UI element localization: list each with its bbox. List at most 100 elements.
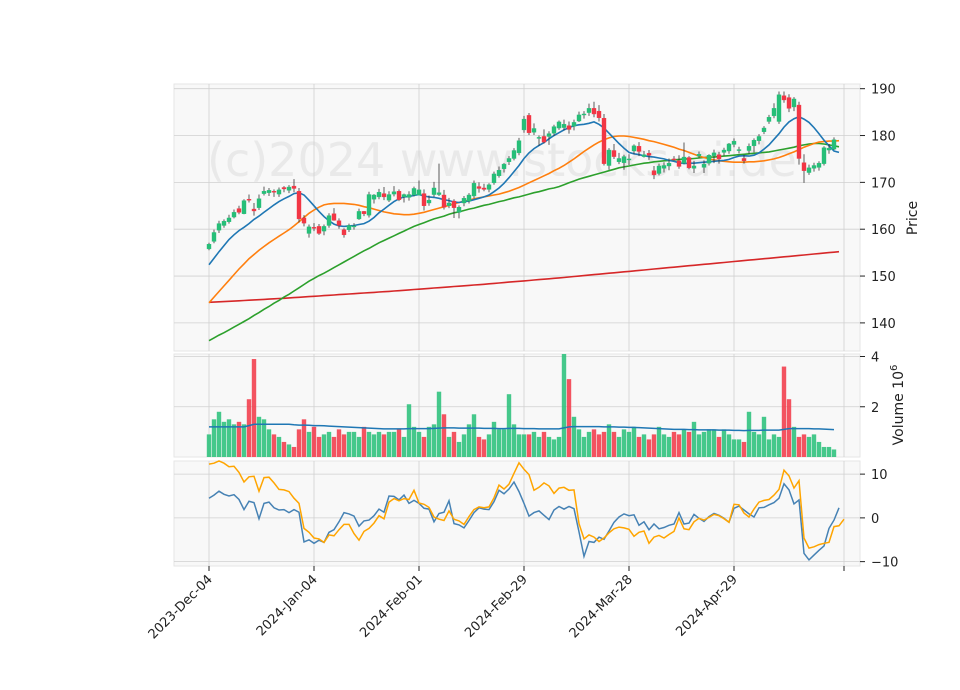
watermark: (c)2024 www.stocks.ai.de xyxy=(207,133,797,187)
candle-down xyxy=(796,104,802,159)
volume-bar xyxy=(406,404,412,457)
volume-bar xyxy=(726,434,732,457)
price-axis-label: Price xyxy=(905,201,921,235)
candle-down xyxy=(781,95,787,101)
candle-up xyxy=(471,183,477,197)
candle-up xyxy=(616,158,622,162)
candle-up xyxy=(821,147,827,164)
volume-bar xyxy=(736,439,742,457)
candle-up xyxy=(521,118,527,131)
candle-up xyxy=(376,192,382,198)
macd-y-ticks: −10 0 10 xyxy=(860,468,898,571)
candle-up xyxy=(436,192,442,195)
y-tick-label: 160 xyxy=(871,223,896,238)
macd-lines xyxy=(208,460,845,562)
candle-up xyxy=(356,211,362,220)
candle-up xyxy=(691,165,697,169)
sma-fast-line xyxy=(208,115,840,266)
candle-up xyxy=(831,139,837,150)
signal-line xyxy=(208,460,845,549)
candle-up xyxy=(221,221,227,226)
macd-line xyxy=(208,480,840,562)
volume-bar xyxy=(606,424,612,457)
candle-up xyxy=(431,187,437,195)
candle-up xyxy=(231,212,237,218)
volume-bar xyxy=(516,434,522,457)
candle-up xyxy=(766,117,772,122)
volume-bar xyxy=(351,431,357,457)
volume-bar xyxy=(696,434,702,457)
y-tick-label: 10 xyxy=(871,468,888,483)
candle-up xyxy=(506,158,512,162)
volume-bar xyxy=(801,434,807,457)
volume-bar xyxy=(741,441,747,457)
volume-bar xyxy=(236,421,242,457)
candle-down xyxy=(251,208,257,212)
volume-bar xyxy=(276,436,282,457)
candle-up xyxy=(746,146,752,151)
volume-bar xyxy=(566,379,572,457)
candle-up xyxy=(351,225,357,228)
volume-bar xyxy=(231,424,237,457)
volume-bar xyxy=(301,419,307,457)
candle-up xyxy=(556,121,562,129)
volume-bar xyxy=(766,439,772,457)
volume-bar xyxy=(466,424,472,457)
volume-grid xyxy=(174,354,860,457)
volume-bar xyxy=(291,446,297,457)
volume-bar xyxy=(776,436,782,457)
candle-up xyxy=(496,169,502,177)
candle-down xyxy=(281,187,287,190)
volume-bar xyxy=(371,434,377,457)
volume-bar xyxy=(671,431,677,457)
price-panel: (c)2024 www.stocks.ai.de 140 150 160 170 180… xyxy=(173,83,921,352)
volume-bar xyxy=(716,436,722,457)
volume-bar xyxy=(796,436,802,457)
volume-bar xyxy=(306,431,312,457)
candle-up xyxy=(721,149,727,153)
volume-panel: 24 Volume 106 xyxy=(173,351,907,458)
price-candles xyxy=(206,91,837,251)
volume-bar xyxy=(346,431,352,457)
candle-up xyxy=(561,124,567,128)
volume-bar xyxy=(381,434,387,457)
volume-bar xyxy=(711,429,717,457)
volume-bar xyxy=(216,411,222,457)
volume-bar xyxy=(431,424,437,457)
volume-bar xyxy=(386,431,392,457)
x-tick-label: 2024-Feb-01 xyxy=(357,572,426,641)
y-tick-label: 180 xyxy=(871,130,896,145)
x-tick-label: 2024-Feb-29 xyxy=(462,572,531,641)
volume-bar xyxy=(576,429,582,457)
volume-bar xyxy=(556,436,562,457)
candle-up xyxy=(736,149,742,151)
candle-down xyxy=(566,125,572,130)
candle-up xyxy=(661,165,667,169)
candle-up xyxy=(401,194,407,198)
candle-up xyxy=(706,154,712,164)
volume-bar xyxy=(586,431,592,457)
volume-bar xyxy=(241,424,247,457)
volume-bar xyxy=(631,426,637,457)
volume-bar xyxy=(816,441,822,457)
volume-bar xyxy=(506,394,512,457)
price-moving-averages xyxy=(208,115,840,342)
candle-down xyxy=(741,158,747,162)
candle-down xyxy=(451,200,457,208)
volume-axis-exponent: 6 xyxy=(889,365,900,371)
volume-bar xyxy=(336,429,342,457)
volume-bar xyxy=(396,429,402,457)
candle-down xyxy=(421,193,427,206)
volume-bar xyxy=(826,446,832,457)
candle-up xyxy=(416,189,422,196)
y-tick-label: 190 xyxy=(871,83,896,98)
candle-up xyxy=(816,162,822,168)
candle-up xyxy=(681,156,687,164)
candle-up xyxy=(501,163,507,169)
candle-down xyxy=(336,220,342,226)
candle-up xyxy=(456,206,462,213)
volume-bar xyxy=(421,436,427,457)
candle-up xyxy=(656,165,662,174)
volume-bar xyxy=(691,421,697,457)
volume-bars xyxy=(206,354,837,457)
